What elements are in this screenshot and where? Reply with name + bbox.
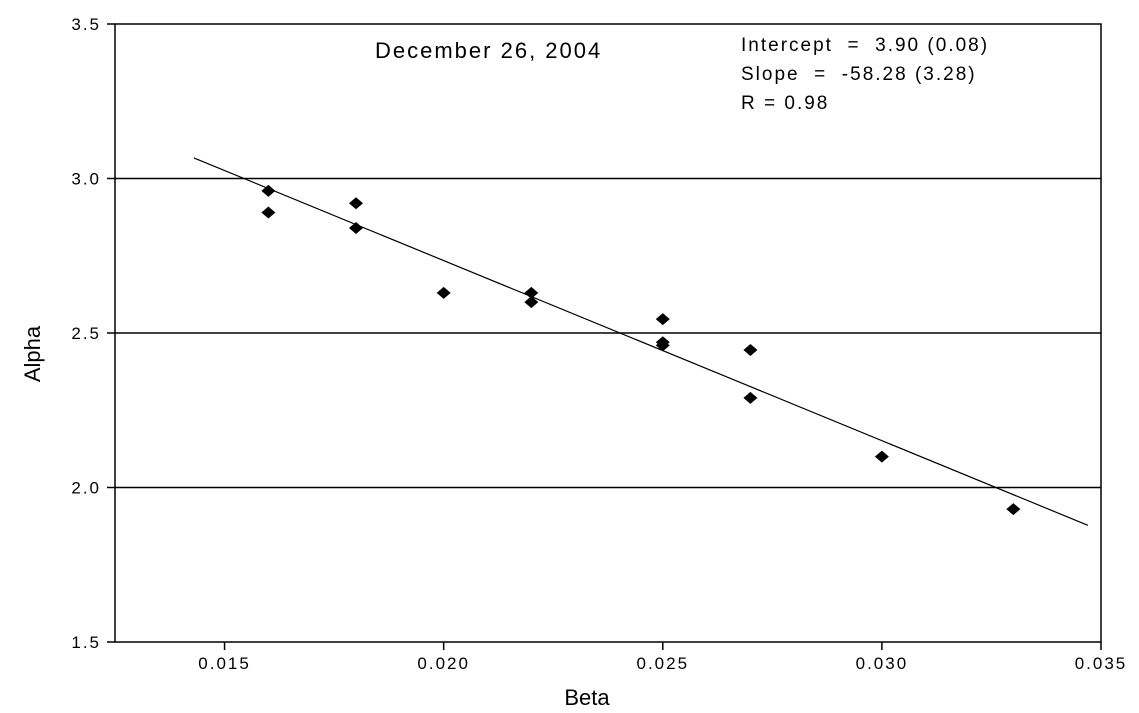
data-point bbox=[655, 339, 670, 352]
gridlines bbox=[115, 177, 1101, 489]
data-point bbox=[743, 391, 758, 404]
x-tick-label: 0.025 bbox=[637, 654, 690, 673]
data-points bbox=[261, 184, 1021, 516]
data-point bbox=[655, 313, 670, 326]
data-point bbox=[436, 286, 451, 299]
data-point bbox=[349, 197, 364, 210]
regression-line bbox=[193, 157, 1089, 526]
data-point bbox=[261, 206, 276, 219]
x-axis-title: Beta bbox=[564, 685, 610, 710]
annotation-slope: Slope = -58.28 (3.28) bbox=[741, 64, 977, 85]
x-tick-label: 0.030 bbox=[856, 654, 909, 673]
y-tick-label: 3.5 bbox=[71, 15, 101, 34]
x-tick-label: 0.035 bbox=[1075, 654, 1128, 673]
data-point bbox=[261, 184, 276, 197]
annotation-r: R = 0.98 bbox=[741, 93, 829, 114]
data-point bbox=[874, 450, 889, 463]
x-axis-ticks: 0.015 0.020 0.025 0.030 0.035 bbox=[198, 642, 1128, 673]
data-point bbox=[1006, 503, 1021, 516]
data-point bbox=[524, 296, 539, 309]
y-axis-title: Alpha bbox=[20, 325, 45, 382]
data-point bbox=[524, 286, 539, 299]
x-tick-label: 0.015 bbox=[198, 654, 251, 673]
y-tick-label: 1.5 bbox=[71, 633, 101, 652]
x-tick-label: 0.020 bbox=[417, 654, 470, 673]
y-tick-label: 2.0 bbox=[71, 479, 101, 498]
y-tick-label: 3.0 bbox=[71, 170, 101, 189]
chart-title: December 26, 2004 bbox=[375, 38, 602, 63]
annotation-intercept: Intercept = 3.90 (0.08) bbox=[741, 35, 989, 56]
data-point bbox=[743, 343, 758, 356]
y-tick-label: 2.5 bbox=[71, 324, 101, 343]
y-axis-ticks: 1.5 2.0 2.5 3.0 3.5 bbox=[71, 15, 115, 652]
data-point bbox=[349, 221, 364, 234]
